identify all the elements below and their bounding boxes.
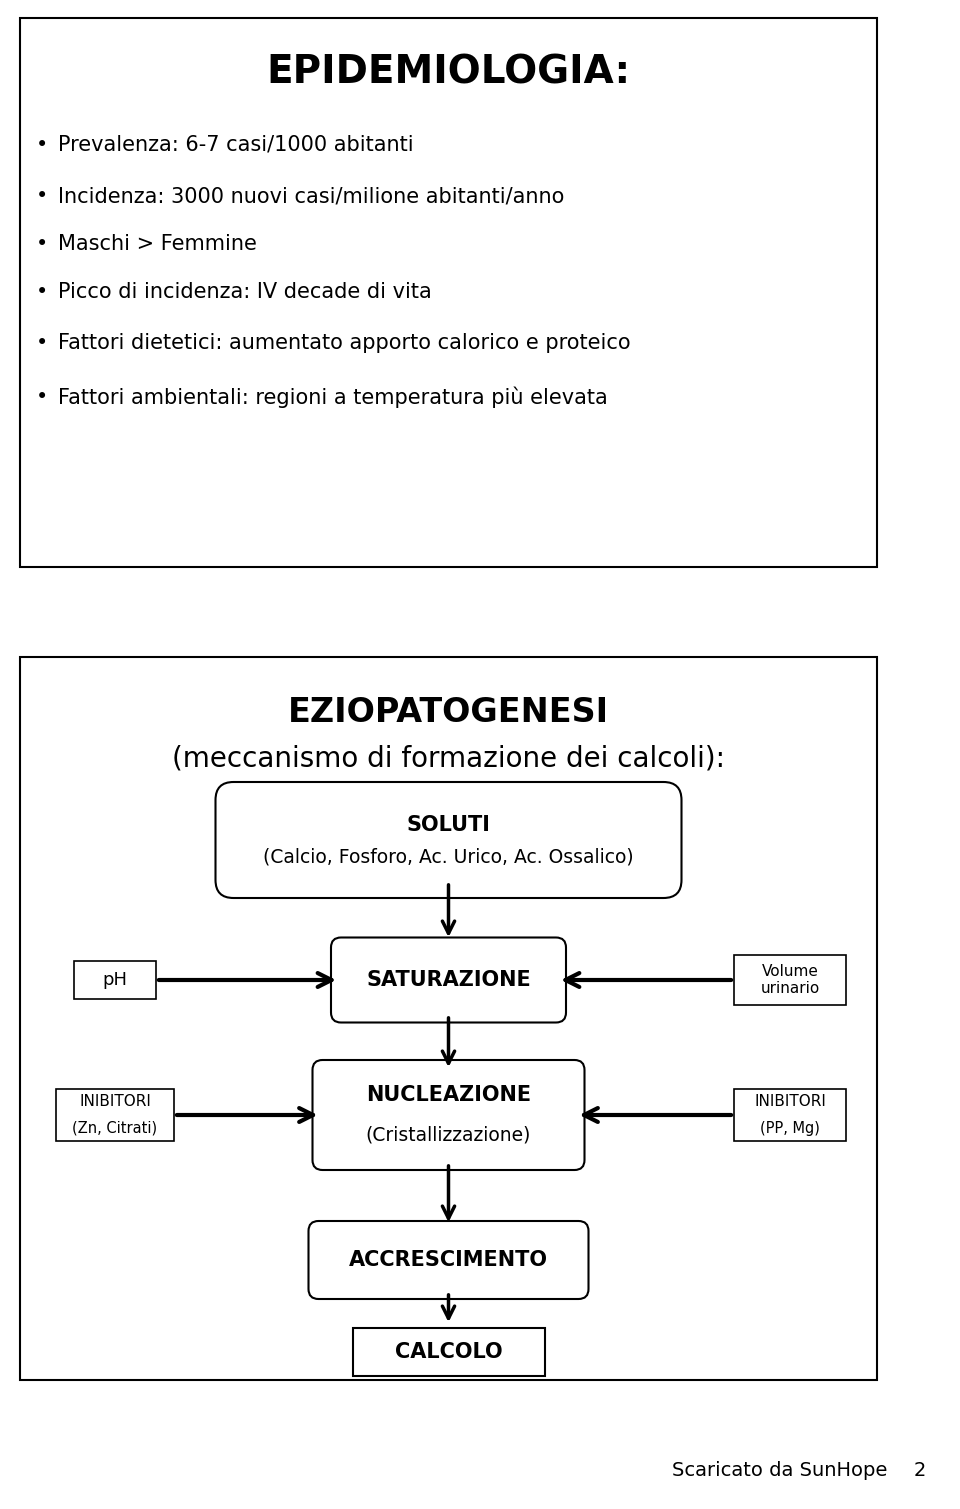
Text: •: • [36, 234, 48, 254]
Text: •: • [36, 186, 48, 207]
Text: Incidenza: 3000 nuovi casi/milione abitanti/anno: Incidenza: 3000 nuovi casi/milione abita… [58, 186, 564, 207]
Text: EZIOPATOGENESI: EZIOPATOGENESI [288, 696, 609, 729]
Text: •: • [36, 134, 48, 155]
Text: EPIDEMIOLOGIA:: EPIDEMIOLOGIA: [267, 53, 631, 91]
Text: •: • [36, 386, 48, 407]
Bar [352, 1328, 544, 1376]
Text: Scaricato da SunHope: Scaricato da SunHope [672, 1461, 887, 1479]
Text: pH: pH [103, 970, 128, 988]
Bar [20, 656, 877, 1381]
Text: Picco di incidenza: IV decade di vita: Picco di incidenza: IV decade di vita [58, 282, 432, 302]
Text: (Calcio, Fosforo, Ac. Urico, Ac. Ossalico): (Calcio, Fosforo, Ac. Urico, Ac. Ossalic… [263, 848, 634, 866]
Text: 2: 2 [914, 1461, 926, 1479]
Text: Maschi > Femmine: Maschi > Femmine [58, 234, 257, 254]
Bar [74, 961, 156, 999]
Bar [56, 1089, 174, 1141]
Text: Volume
urinario: Volume urinario [760, 964, 820, 996]
Text: SOLUTI: SOLUTI [407, 815, 491, 834]
Text: (Zn, Citrati): (Zn, Citrati) [72, 1121, 157, 1135]
Text: NUCLEAZIONE: NUCLEAZIONE [366, 1085, 531, 1105]
Text: CALCOLO: CALCOLO [395, 1342, 502, 1363]
Text: Prevalenza: 6-7 casi/1000 abitanti: Prevalenza: 6-7 casi/1000 abitanti [58, 134, 414, 155]
Bar [734, 955, 846, 1005]
Text: (Cristallizzazione): (Cristallizzazione) [366, 1126, 531, 1144]
Text: •: • [36, 282, 48, 302]
Text: (meccanismo di formazione dei calcoli):: (meccanismo di formazione dei calcoli): [172, 744, 725, 773]
FancyBboxPatch shape [313, 1059, 585, 1169]
Text: Fattori dietetici: aumentato apporto calorico e proteico: Fattori dietetici: aumentato apporto cal… [58, 333, 631, 353]
FancyBboxPatch shape [308, 1221, 588, 1299]
Bar [20, 18, 877, 567]
Text: SATURAZIONE: SATURAZIONE [366, 970, 531, 990]
Text: Fattori ambientali: regioni a temperatura più elevata: Fattori ambientali: regioni a temperatur… [58, 386, 608, 407]
Text: •: • [36, 333, 48, 353]
FancyBboxPatch shape [215, 782, 682, 898]
Text: ACCRESCIMENTO: ACCRESCIMENTO [349, 1249, 548, 1271]
Text: INIBITORI: INIBITORI [79, 1094, 151, 1109]
FancyBboxPatch shape [331, 937, 566, 1023]
Bar [734, 1089, 846, 1141]
Text: (PP, Mg): (PP, Mg) [760, 1121, 820, 1135]
Text: INIBITORI: INIBITORI [754, 1094, 826, 1109]
